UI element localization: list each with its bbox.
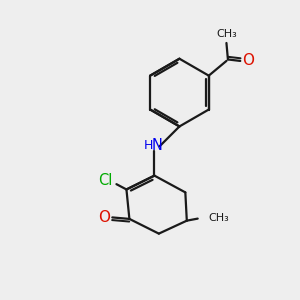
Text: O: O	[98, 210, 110, 225]
Text: H: H	[143, 139, 153, 152]
Text: N: N	[151, 138, 162, 153]
Text: Cl: Cl	[98, 173, 112, 188]
Text: O: O	[242, 53, 254, 68]
Text: CH₃: CH₃	[208, 213, 229, 223]
Text: CH₃: CH₃	[216, 29, 237, 39]
